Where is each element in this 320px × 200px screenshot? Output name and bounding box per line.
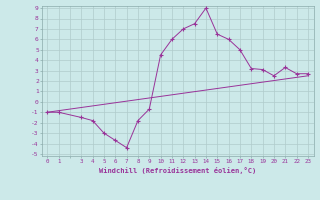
X-axis label: Windchill (Refroidissement éolien,°C): Windchill (Refroidissement éolien,°C) bbox=[99, 167, 256, 174]
